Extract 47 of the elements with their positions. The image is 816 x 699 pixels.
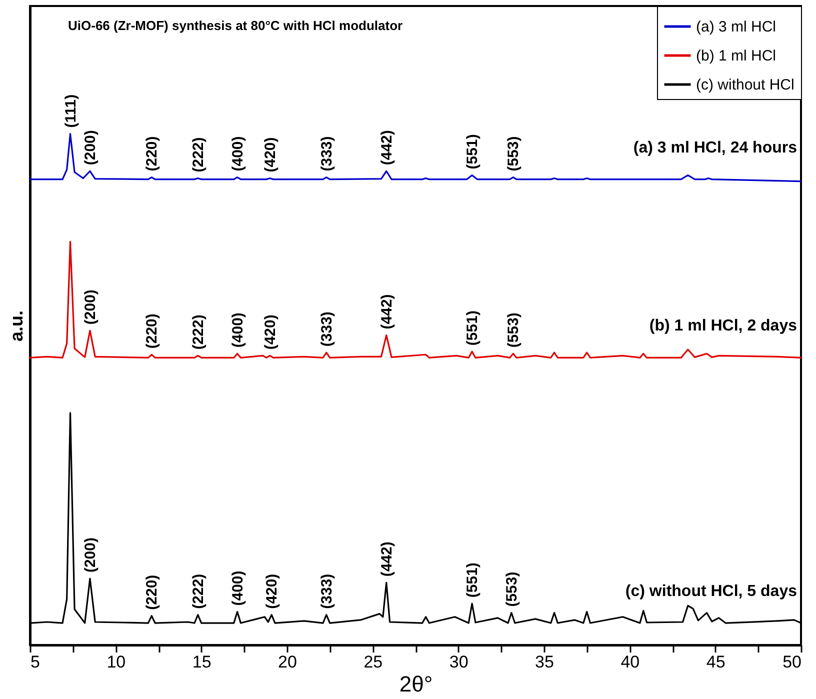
annotation: (200) [82,538,99,573]
annotation: (551) [464,134,482,170]
annotation: (200) [82,290,99,325]
annotation: (420) [262,314,279,350]
annotation: (222) [190,574,207,609]
annotation: (220) [144,314,161,349]
annotation: (420) [264,574,281,609]
annotation: (200) [82,130,99,166]
annotation: (553) [505,136,522,172]
annotation: (333) [318,312,336,347]
y-axis-title: a.u. [6,310,26,342]
x-tick-label: 50 [782,652,802,672]
annotation: (222) [190,314,207,350]
annotation: (442) [378,542,396,577]
x-tick-label: 35 [535,652,554,672]
x-tick-label: 40 [620,652,640,672]
annotation: (c) without HCl, 5 days [625,583,798,600]
annotation: (442) [378,294,396,330]
x-tick-label: 20 [278,652,297,672]
x-tick-label: 45 [706,652,726,672]
annotation: (220) [144,574,161,610]
legend-label: (a) 3 ml HCl [696,18,776,36]
annotation: (551) [464,310,482,346]
annotation: (551) [464,562,482,598]
legend-label: (c) without HCl [696,76,794,94]
annotation: (400) [229,570,246,606]
x-tick-label: 15 [192,652,212,672]
annotation: (220) [144,136,161,172]
x-tick-label: 25 [364,652,383,672]
annotation: (b) 1 ml HCl, 2 days [649,318,798,335]
x-axis-title: 2θ° [399,672,433,696]
annotation: (553) [503,572,520,607]
annotation: (111) [62,94,80,128]
chart-title: UiO-66 (Zr-MOF) synthesis at 80°C with HCl modulator [68,18,403,33]
annotation: (442) [378,130,396,166]
annotation: (a) 3 ml HCl, 24 hours [633,139,798,156]
x-tick-label: 5 [30,652,40,672]
x-tick-label: 30 [449,652,468,672]
annotation: (400) [229,136,246,172]
x-tick-label: 10 [106,652,126,672]
annotation: (333) [318,574,336,609]
annotation: (222) [190,137,207,172]
annotation: (333) [318,136,336,172]
annotation: (420) [262,137,279,172]
annotation: (553) [505,312,522,348]
legend-label: (b) 1 ml HCl [696,48,776,64]
annotation: (400) [229,312,246,348]
